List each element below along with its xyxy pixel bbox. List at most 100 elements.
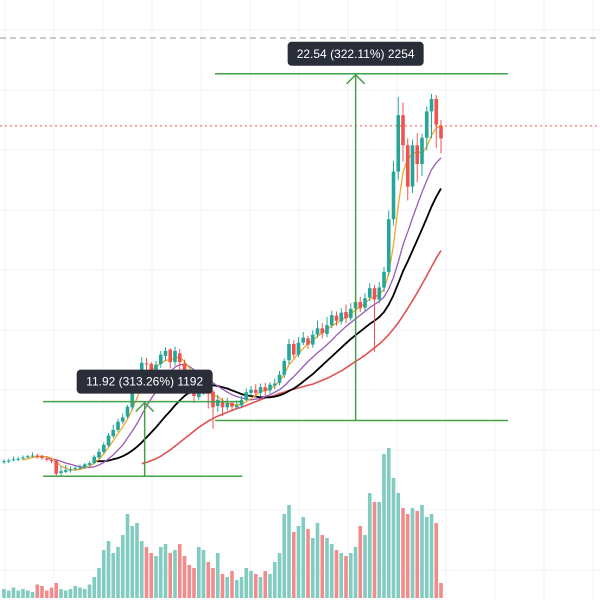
candle-body [87, 463, 92, 465]
volume-bar [192, 568, 196, 598]
candle-body [272, 383, 277, 386]
candle-body [6, 460, 11, 462]
volume-bar [391, 478, 396, 598]
candle-body [358, 301, 363, 309]
volume-bar [253, 574, 258, 598]
volume-bar [239, 577, 244, 598]
volume-bar [211, 568, 215, 598]
volume-bar [144, 547, 149, 598]
volume-bar [268, 574, 272, 598]
candle-body [92, 456, 97, 464]
volume-bar [230, 571, 234, 598]
candle-body [268, 384, 272, 391]
candle-body [158, 354, 163, 365]
volume-bar [258, 577, 263, 598]
volume-bar [182, 556, 187, 598]
volume-bar [263, 571, 268, 598]
candle-body [424, 111, 429, 138]
volume-bar [196, 547, 201, 598]
candle-body [173, 350, 177, 363]
candle-body [230, 402, 234, 407]
volume-bar [367, 493, 372, 598]
moving-average-red-line [141, 250, 442, 465]
candle-body [44, 458, 49, 460]
candle-body [11, 459, 16, 461]
candle-body [306, 338, 310, 345]
candle-body [263, 387, 268, 391]
candle-body [125, 406, 130, 417]
candle-body [168, 349, 173, 363]
candle-body [116, 421, 120, 430]
volume-bar [201, 550, 206, 598]
volume-bar [154, 556, 158, 598]
volume-bar [296, 526, 301, 598]
volume-bar [396, 493, 401, 598]
volume-bar [6, 590, 11, 598]
volume-bar [149, 553, 154, 598]
candle-body [130, 387, 135, 408]
candle-body [367, 288, 372, 298]
volume-bar [116, 547, 120, 598]
candle-body [21, 457, 25, 459]
candle-body [291, 343, 296, 355]
candle-body [429, 98, 434, 112]
candle-body [59, 471, 63, 474]
measure-tooltip-label: 11.92 (313.26%) 1192 [86, 375, 203, 389]
candle-body [144, 363, 149, 365]
volume-bar [334, 550, 339, 598]
volume-bar [173, 550, 177, 598]
candle-body [249, 389, 253, 393]
candle-body [396, 115, 401, 172]
candle-body [405, 145, 410, 187]
volume-bar [401, 508, 405, 598]
volume-bar [339, 553, 344, 598]
volume-bar [225, 577, 230, 598]
candle-body [296, 342, 301, 355]
volume-bar [306, 529, 310, 598]
volume-bar [415, 511, 420, 598]
volume-bar [54, 583, 59, 598]
candle-body [54, 460, 59, 474]
candle-body [225, 402, 230, 408]
volume-bar [358, 526, 363, 598]
candle-body [282, 360, 287, 375]
volume-bar [386, 448, 391, 598]
volume-bar [215, 553, 220, 598]
candle-body [320, 328, 325, 334]
volume-bar [287, 505, 291, 598]
candle-body [97, 451, 101, 458]
candle-body [348, 308, 353, 319]
volume-bar [372, 502, 377, 598]
candle-body [415, 145, 420, 165]
volume-bar [92, 577, 97, 598]
volume-bar [420, 505, 424, 598]
volume-bar [16, 590, 21, 598]
candle-body [287, 343, 291, 361]
candle-body [277, 374, 282, 383]
candle-body [420, 137, 424, 165]
candle-body [253, 389, 258, 393]
candle-body [439, 125, 443, 139]
candle-body [40, 456, 44, 459]
volume-bar [277, 553, 282, 598]
volume-bar [177, 544, 182, 598]
candle-body [344, 312, 348, 319]
candle-body [63, 469, 68, 472]
volume-bar [59, 589, 63, 598]
measure-tooltip [76, 369, 213, 394]
volume-bar [434, 523, 439, 598]
volume-bar [139, 541, 144, 598]
volume-bar [244, 568, 249, 598]
candle-body [2, 461, 6, 463]
volume-bar [97, 568, 101, 598]
volume-bar [44, 590, 49, 598]
volume-bar [78, 587, 82, 598]
volume-bar [101, 550, 106, 598]
candle-body [301, 337, 306, 343]
volume-bar [320, 535, 325, 598]
volume-bar [35, 584, 40, 598]
candle-body [68, 469, 73, 471]
candle-body [315, 328, 320, 335]
